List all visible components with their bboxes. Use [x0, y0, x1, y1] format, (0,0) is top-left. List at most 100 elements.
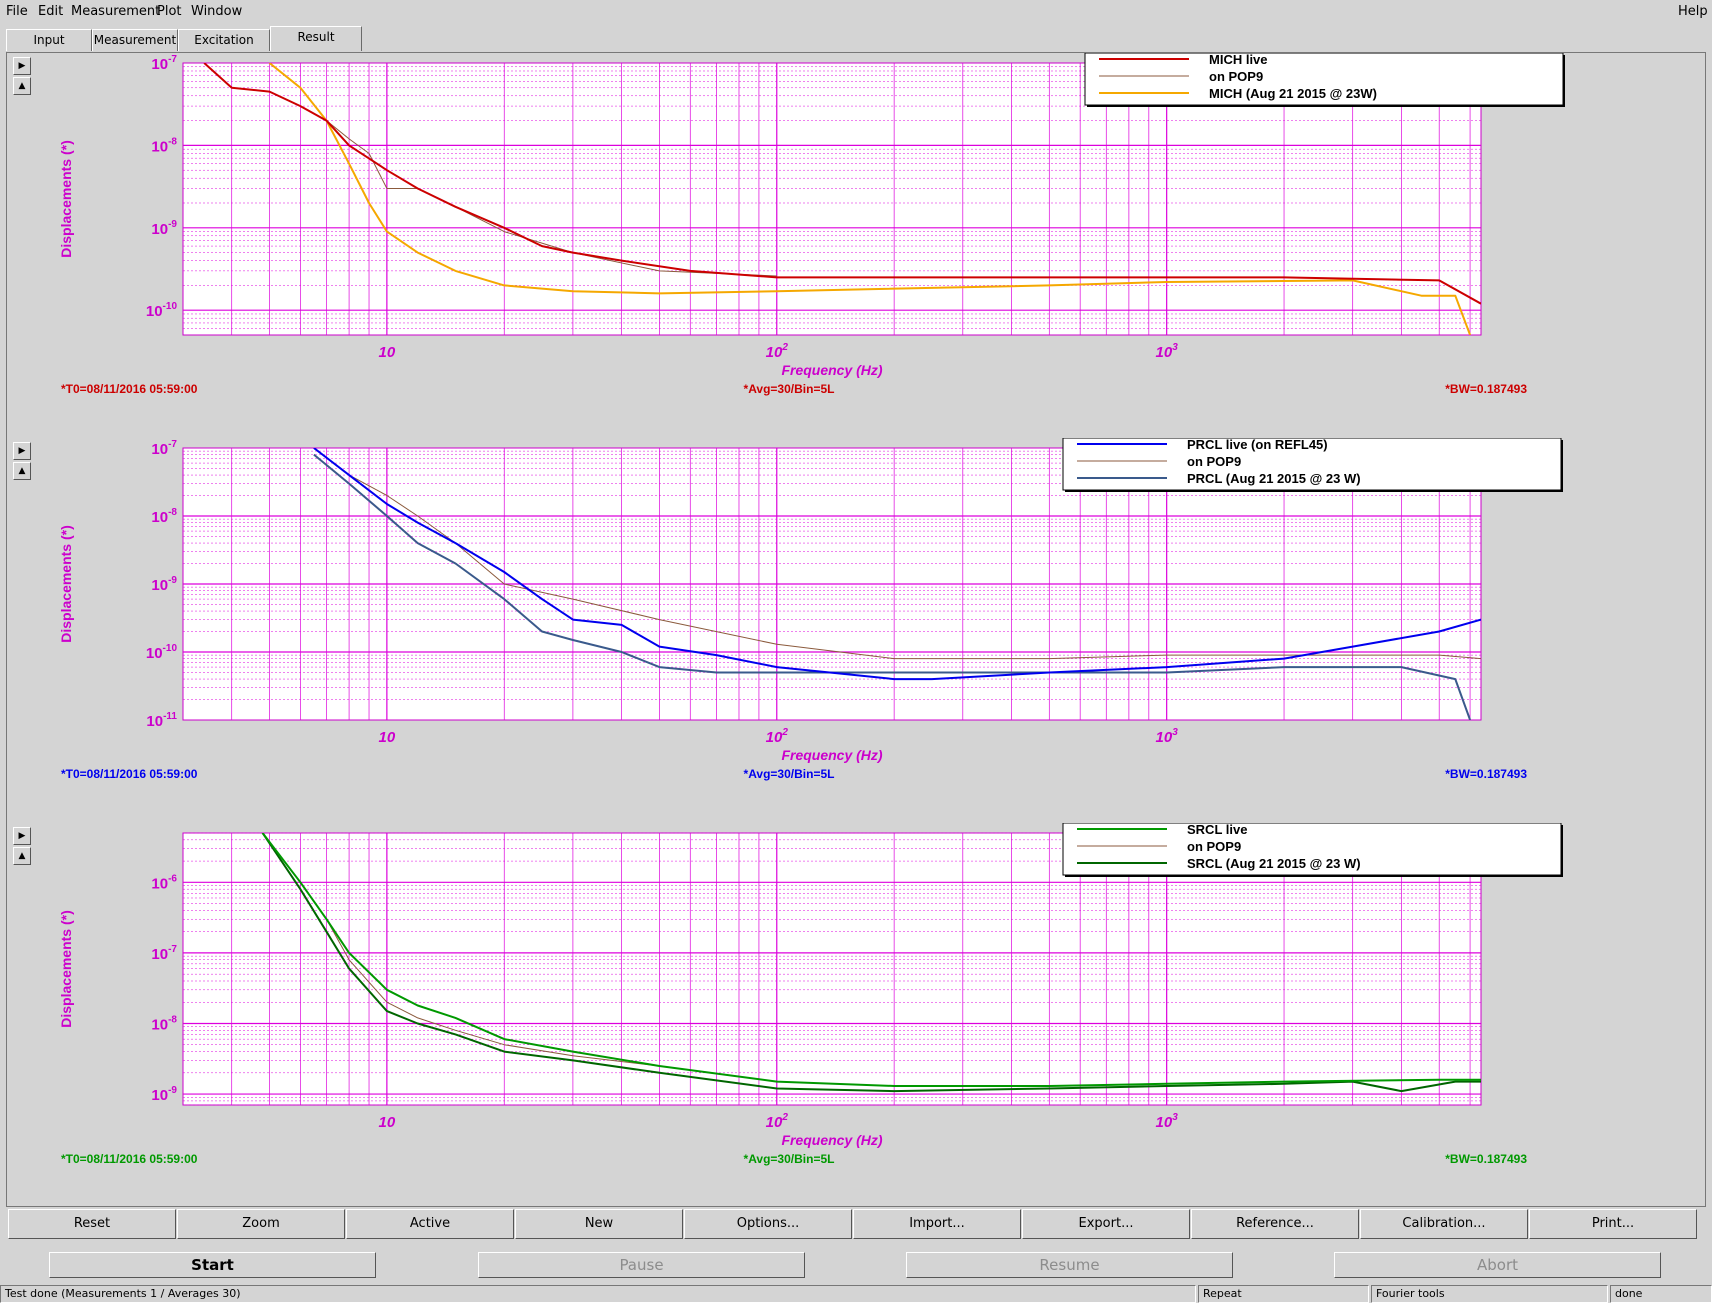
plot-panel-mich: ▶ ▲ 10 102 103 10-7 10-8 10-9 10-10 Frequency (… [7, 53, 1707, 435]
active-button[interactable]: Active [346, 1209, 514, 1239]
resume-button[interactable]: Resume [906, 1252, 1233, 1278]
x-tick-label: 102 [766, 342, 789, 361]
legend-label: MICH live [1209, 53, 1268, 67]
x-tick-label: 103 [1156, 727, 1179, 746]
y-axis-label: Displacements (*) [58, 910, 74, 1027]
series-group [313, 448, 1481, 720]
y-tick-label: 10-10 [146, 643, 178, 662]
y-tick-label: 10-9 [151, 1085, 177, 1104]
x-tick-label: 103 [1156, 1112, 1179, 1131]
series-line [261, 833, 1481, 1087]
run-control-bar: Start Pause Resume Abort [0, 1248, 1712, 1284]
legend-box [1084, 53, 1564, 106]
footer-avg: *Avg=30/Bin=5L [744, 767, 835, 781]
export-button[interactable]: Export... [1022, 1209, 1190, 1239]
panel-expand-icon[interactable]: ▶ [13, 827, 31, 845]
plot-area: ▶ ▲ 10 102 103 10-7 10-8 10-9 10-10 Frequency (… [6, 52, 1706, 1207]
start-button[interactable]: Start [49, 1252, 376, 1278]
plot-panel-srcl: ▶ ▲ 10 102 103 10-6 10-7 10-8 10-9 Frequency (H… [7, 823, 1707, 1205]
legend: MICH live on POP9 MICH (Aug 21 2015 @ 23W) [1084, 53, 1565, 107]
tab-result[interactable]: Result [270, 26, 362, 51]
tab-input[interactable]: Input [6, 29, 92, 51]
series-group [203, 63, 1481, 335]
x-tick-label: 10 [379, 729, 396, 746]
x-tick-label: 102 [766, 1112, 789, 1131]
series-line [268, 63, 1472, 335]
status-tools: Fourier tools [1371, 1285, 1608, 1303]
menu-help[interactable]: Help [1678, 4, 1708, 19]
menu-plot[interactable]: Plot [157, 4, 182, 19]
prcl-chart[interactable]: 10 102 103 10-7 10-8 10-9 10-10 10-11 Frequency … [39, 438, 1705, 820]
series-line [348, 474, 1481, 660]
x-grid [231, 833, 1471, 1105]
calibration-button[interactable]: Calibration... [1360, 1209, 1528, 1239]
pause-button[interactable]: Pause [478, 1252, 805, 1278]
series-line [313, 453, 1472, 720]
y-tick-label: 10-7 [151, 944, 177, 963]
panel-collapse-icon[interactable]: ▲ [13, 462, 31, 480]
menu-measurement[interactable]: Measurement [71, 4, 161, 19]
srcl-chart[interactable]: 10 102 103 10-6 10-7 10-8 10-9 Frequency (Hz) Di… [39, 823, 1705, 1205]
y-tick-label: 10-7 [151, 439, 177, 458]
footer-avg: *Avg=30/Bin=5L [744, 1152, 835, 1166]
y-axis-label: Displacements (*) [58, 140, 74, 257]
status-state: done [1610, 1285, 1712, 1303]
footer-t0: *T0=08/11/2016 05:59:00 [61, 382, 198, 396]
reset-button[interactable]: Reset [8, 1209, 176, 1239]
status-bar: Test done (Measurements 1 / Averages 30)… [0, 1285, 1712, 1303]
x-axis-label: Frequency (Hz) [781, 1132, 882, 1148]
new-button[interactable]: New [515, 1209, 683, 1239]
menu-window[interactable]: Window [191, 4, 243, 19]
series-line [203, 63, 1481, 305]
panel-collapse-icon[interactable]: ▲ [13, 847, 31, 865]
options-button[interactable]: Options... [684, 1209, 852, 1239]
menu-edit[interactable]: Edit [38, 4, 64, 19]
legend-label: on POP9 [1209, 69, 1263, 84]
menu-file[interactable]: File [6, 4, 28, 19]
y-grid [183, 832, 1481, 1106]
footer-avg: *Avg=30/Bin=5L [744, 382, 835, 396]
panel-expand-icon[interactable]: ▶ [13, 57, 31, 75]
status-message: Test done (Measurements 1 / Averages 30) [0, 1285, 1196, 1303]
legend-label: SRCL (Aug 21 2015 @ 23 W) [1187, 856, 1361, 871]
panel-expand-icon[interactable]: ▶ [13, 442, 31, 460]
footer-bw: *BW=0.187493 [1445, 767, 1527, 781]
x-tick-label: 103 [1156, 342, 1179, 361]
legend: SRCL live on POP9 SRCL (Aug 21 2015 @ 23 W… [1062, 823, 1563, 877]
footer-bw: *BW=0.187493 [1445, 382, 1527, 396]
y-tick-label: 10-10 [146, 301, 178, 320]
mich-chart[interactable]: 10 102 103 10-7 10-8 10-9 10-10 Frequency (Hz) D… [39, 53, 1705, 435]
legend-box [1062, 438, 1562, 491]
legend-label: on POP9 [1187, 454, 1241, 469]
series-group [261, 833, 1481, 1093]
y-tick-label: 10-11 [146, 711, 177, 730]
y-tick-label: 10-8 [151, 136, 177, 155]
legend-box [1062, 823, 1562, 876]
legend-label: PRCL (Aug 21 2015 @ 23 W) [1187, 471, 1361, 486]
print-button[interactable]: Print... [1529, 1209, 1697, 1239]
menu-bar: File Edit Measurement Plot Window Help [0, 0, 1712, 25]
plot-button-bar: Reset Zoom Active New Options... Import.… [6, 1209, 1706, 1239]
zoom-button[interactable]: Zoom [177, 1209, 345, 1239]
x-axis-label: Frequency (Hz) [781, 747, 882, 763]
tab-measurement[interactable]: Measurement [92, 29, 178, 51]
tab-excitation[interactable]: Excitation [178, 29, 270, 51]
y-tick-label: 10-7 [151, 54, 177, 73]
reference-button[interactable]: Reference... [1191, 1209, 1359, 1239]
x-tick-label: 10 [379, 344, 396, 361]
plot-panel-prcl: ▶ ▲ 10 102 103 10-7 10-8 10-9 10-10 10-11 Freque… [7, 438, 1707, 820]
y-tick-label: 10-8 [151, 1014, 177, 1033]
series-line [313, 448, 1481, 681]
x-tick-label: 10 [379, 1114, 396, 1131]
legend: PRCL live (on REFL45) on POP9 PRCL (Aug 21… [1062, 438, 1563, 492]
abort-button[interactable]: Abort [1334, 1252, 1661, 1278]
legend-label: MICH (Aug 21 2015 @ 23W) [1209, 86, 1377, 101]
y-tick-label: 10-9 [151, 575, 177, 594]
y-tick-label: 10-6 [151, 873, 177, 892]
plot-background [182, 832, 1482, 1106]
panel-collapse-icon[interactable]: ▲ [13, 77, 31, 95]
y-tick-label: 10-8 [151, 507, 177, 526]
import-button[interactable]: Import... [853, 1209, 1021, 1239]
footer-t0: *T0=08/11/2016 05:59:00 [61, 1152, 198, 1166]
legend-label: on POP9 [1187, 839, 1241, 854]
